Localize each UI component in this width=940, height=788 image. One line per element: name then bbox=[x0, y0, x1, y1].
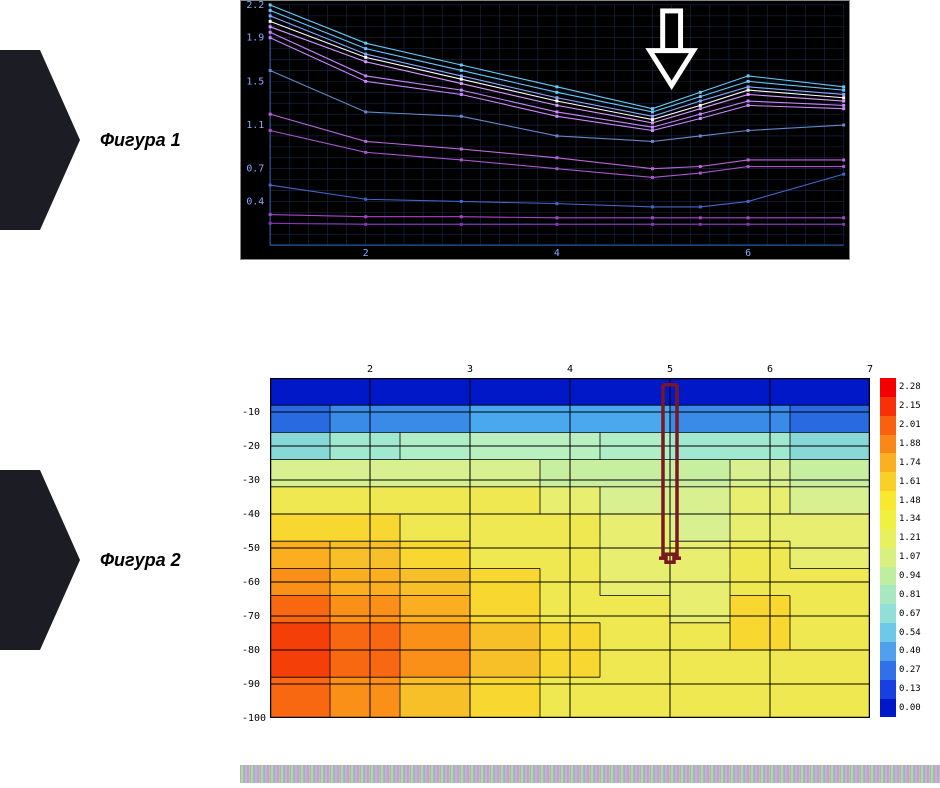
noise-strip bbox=[240, 765, 940, 783]
legend-value: 0.40 bbox=[896, 646, 921, 656]
figure2-label: Фигура 2 bbox=[100, 550, 181, 571]
legend-swatch bbox=[880, 585, 896, 604]
legend-swatch bbox=[880, 680, 896, 699]
svg-text:6: 6 bbox=[745, 248, 751, 259]
arrow-shape-2 bbox=[0, 470, 80, 650]
legend-row: 0.54 bbox=[880, 623, 940, 642]
legend-swatch bbox=[880, 661, 896, 680]
legend-value: 1.74 bbox=[896, 458, 921, 468]
legend-value: 1.48 bbox=[896, 496, 921, 506]
figure1-label: Фигура 1 bbox=[100, 130, 181, 151]
legend-row: 1.21 bbox=[880, 529, 940, 548]
legend-value: 1.07 bbox=[896, 552, 921, 562]
legend-value: 0.94 bbox=[896, 571, 921, 581]
ytick-label: -90 bbox=[242, 679, 266, 690]
xtick-label: 5 bbox=[667, 364, 673, 375]
legend-value: 0.67 bbox=[896, 609, 921, 619]
legend-row: 1.48 bbox=[880, 491, 940, 510]
svg-text:2: 2 bbox=[363, 248, 369, 259]
legend-row: 0.67 bbox=[880, 604, 940, 623]
legend-value: 1.21 bbox=[896, 533, 921, 543]
legend-value: 0.13 bbox=[896, 684, 921, 694]
legend-row: 1.07 bbox=[880, 548, 940, 567]
legend-swatch bbox=[880, 416, 896, 435]
legend-row: 2.01 bbox=[880, 416, 940, 435]
legend-swatch bbox=[880, 567, 896, 586]
ytick-label: -20 bbox=[242, 441, 266, 452]
legend-swatch bbox=[880, 491, 896, 510]
legend-row: 1.34 bbox=[880, 510, 940, 529]
figure2-label-group: Фигура 2 bbox=[0, 470, 181, 650]
legend-value: 1.88 bbox=[896, 439, 921, 449]
legend-value: 1.61 bbox=[896, 477, 921, 487]
legend-swatch bbox=[880, 604, 896, 623]
legend-swatch bbox=[880, 472, 896, 491]
legend-swatch bbox=[880, 623, 896, 642]
xtick-label: 6 bbox=[767, 364, 773, 375]
legend-row: 0.81 bbox=[880, 585, 940, 604]
legend-value: 2.01 bbox=[896, 420, 921, 430]
legend-value: 0.27 bbox=[896, 665, 921, 675]
legend-swatch bbox=[880, 642, 896, 661]
legend-swatch bbox=[880, 378, 896, 397]
ytick-label: -70 bbox=[242, 611, 266, 622]
ytick-label: -30 bbox=[242, 475, 266, 486]
ytick-label: -10 bbox=[242, 407, 266, 418]
legend-row: 1.61 bbox=[880, 472, 940, 491]
legend-row: 2.28 bbox=[880, 378, 940, 397]
svg-text:1.9: 1.9 bbox=[246, 33, 264, 44]
legend-row: 0.94 bbox=[880, 567, 940, 586]
legend-value: 1.34 bbox=[896, 514, 921, 524]
legend-swatch bbox=[880, 699, 896, 718]
legend-swatch bbox=[880, 435, 896, 454]
legend-row: 1.88 bbox=[880, 435, 940, 454]
svg-text:0.7: 0.7 bbox=[246, 164, 264, 175]
svg-text:0.4: 0.4 bbox=[246, 196, 264, 207]
legend-value: 2.15 bbox=[896, 401, 921, 411]
legend-swatch bbox=[880, 397, 896, 416]
heatmap-svg bbox=[270, 378, 870, 718]
ytick-label: -80 bbox=[242, 645, 266, 656]
heatmap-chart: 2.28 2.15 2.01 1.88 1.74 1.61 1.48 1.34 1.21 1.07… bbox=[240, 360, 940, 730]
arrow-shape-1 bbox=[0, 50, 80, 230]
legend-row: 2.15 bbox=[880, 397, 940, 416]
ytick-label: -60 bbox=[242, 577, 266, 588]
legend-value: 0.81 bbox=[896, 590, 921, 600]
legend-value: 0.54 bbox=[896, 628, 921, 638]
ytick-label: -100 bbox=[242, 713, 266, 724]
legend-row: 1.74 bbox=[880, 453, 940, 472]
legend-swatch bbox=[880, 548, 896, 567]
xtick-label: 7 bbox=[867, 364, 873, 375]
legend-row: 0.40 bbox=[880, 642, 940, 661]
line-chart: 0.4 0.7 1.1 1.5 1.9 2.2 2 4 6 bbox=[240, 0, 850, 260]
ytick-label: -50 bbox=[242, 543, 266, 554]
svg-text:1.1: 1.1 bbox=[246, 120, 264, 131]
legend-value: 2.28 bbox=[896, 382, 921, 392]
xtick-label: 3 bbox=[467, 364, 473, 375]
line-chart-svg: 0.4 0.7 1.1 1.5 1.9 2.2 2 4 6 bbox=[241, 1, 849, 259]
ytick-label: -40 bbox=[242, 509, 266, 520]
svg-text:4: 4 bbox=[554, 248, 560, 259]
figure1-label-group: Фигура 1 bbox=[0, 50, 181, 230]
legend-row: 0.00 bbox=[880, 699, 940, 718]
legend-swatch bbox=[880, 453, 896, 472]
legend-swatch bbox=[880, 529, 896, 548]
xtick-label: 2 bbox=[367, 364, 373, 375]
svg-text:2.2: 2.2 bbox=[246, 1, 264, 11]
legend-value: 0.00 bbox=[896, 703, 921, 713]
legend-row: 0.27 bbox=[880, 661, 940, 680]
legend-swatch bbox=[880, 510, 896, 529]
heatmap-legend: 2.28 2.15 2.01 1.88 1.74 1.61 1.48 1.34 1.21 1.07… bbox=[880, 378, 940, 718]
legend-row: 0.13 bbox=[880, 680, 940, 699]
xtick-label: 4 bbox=[567, 364, 573, 375]
svg-text:1.5: 1.5 bbox=[246, 76, 264, 87]
